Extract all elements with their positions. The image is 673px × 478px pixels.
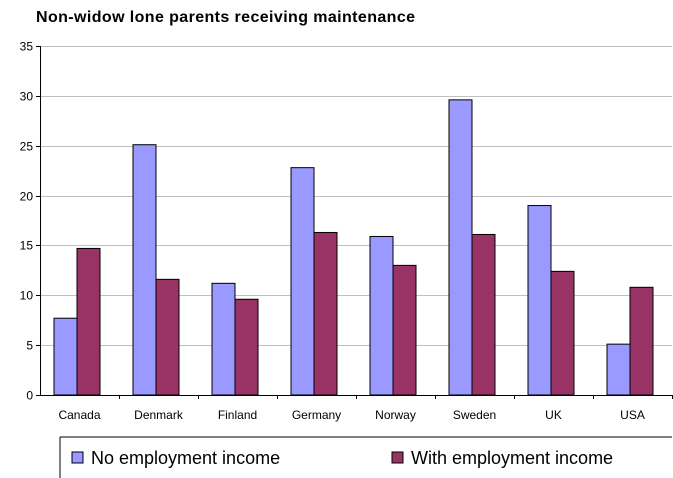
x-tick-label: Canada xyxy=(58,408,100,422)
legend-label-2: With employment income xyxy=(411,448,613,468)
bar-usa-series-2 xyxy=(629,286,654,396)
bar-canada-series-2 xyxy=(76,247,101,396)
bar-sweden-series-1 xyxy=(448,99,473,396)
legend-swatch-2 xyxy=(391,451,404,464)
y-tick-label: 20 xyxy=(20,190,34,204)
x-tick-label: Germany xyxy=(292,408,341,422)
x-tick-label: Norway xyxy=(375,408,416,422)
bar-norway-series-2 xyxy=(392,264,417,396)
x-tick-label: USA xyxy=(620,408,645,422)
x-tick-label: Denmark xyxy=(134,408,184,422)
axes xyxy=(36,46,673,399)
bar-uk-series-2 xyxy=(550,270,575,396)
bar-finland-series-1 xyxy=(211,282,236,396)
x-tick-labels: Canada Denmark Finland Germany Norway Sweden U… xyxy=(58,408,644,422)
legend: No employment income With employment inco… xyxy=(59,436,672,478)
bars xyxy=(53,99,654,396)
x-tick-label: Finland xyxy=(218,408,257,422)
bar-finland-series-2 xyxy=(234,298,259,396)
x-tick-label: Sweden xyxy=(453,408,496,422)
y-tick-label: 0 xyxy=(26,389,33,403)
y-tick-labels: 0 5 10 15 20 25 30 35 xyxy=(20,40,34,403)
legend-label-1: No employment income xyxy=(91,448,280,468)
x-tick-label: UK xyxy=(545,408,562,422)
bar-denmark-series-2 xyxy=(155,278,180,396)
y-tick-label: 25 xyxy=(20,140,34,154)
bar-germany-series-1 xyxy=(290,167,315,396)
chart-title: Non-widow lone parents receiving mainten… xyxy=(36,9,416,26)
bar-usa-series-1 xyxy=(606,343,631,396)
legend-swatch-1 xyxy=(71,451,84,464)
y-tick-label: 10 xyxy=(20,289,34,303)
bar-canada-series-1 xyxy=(53,317,78,396)
bar-germany-series-2 xyxy=(313,231,338,396)
bar-denmark-series-1 xyxy=(132,144,157,396)
bar-sweden-series-2 xyxy=(471,233,496,396)
y-tick-label: 5 xyxy=(26,339,33,353)
y-tick-label: 15 xyxy=(20,239,34,253)
bar-norway-series-1 xyxy=(369,235,394,396)
y-tick-label: 30 xyxy=(20,90,34,104)
y-tick-label: 35 xyxy=(20,40,34,54)
bar-uk-series-1 xyxy=(527,205,552,396)
